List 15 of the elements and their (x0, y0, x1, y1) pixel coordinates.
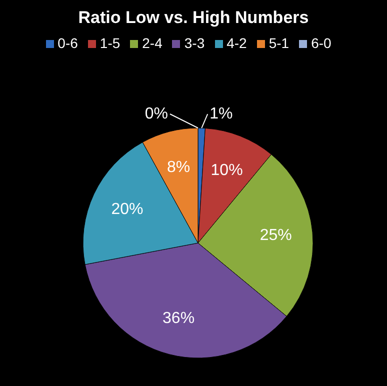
data-label: 8% (166, 158, 190, 176)
data-label: 36% (162, 310, 195, 328)
chart-title: Ratio Low vs. High Numbers (77, 7, 310, 29)
data-label: 1% (210, 106, 233, 123)
legend-label: 1-5 (100, 35, 120, 51)
legend-label: 2-4 (142, 35, 162, 51)
legend-label: 5-1 (268, 35, 290, 51)
text: 0% (144, 106, 168, 122)
data-label: 10% (210, 162, 243, 179)
legend-label: 4-2 (226, 35, 247, 51)
legend-label: 3-3 (184, 35, 205, 51)
legend-label: 6-0 (311, 35, 332, 51)
data-label: 20% (111, 201, 144, 218)
legend-label: 0-6 (58, 35, 78, 51)
data-label: 25% (260, 227, 292, 244)
